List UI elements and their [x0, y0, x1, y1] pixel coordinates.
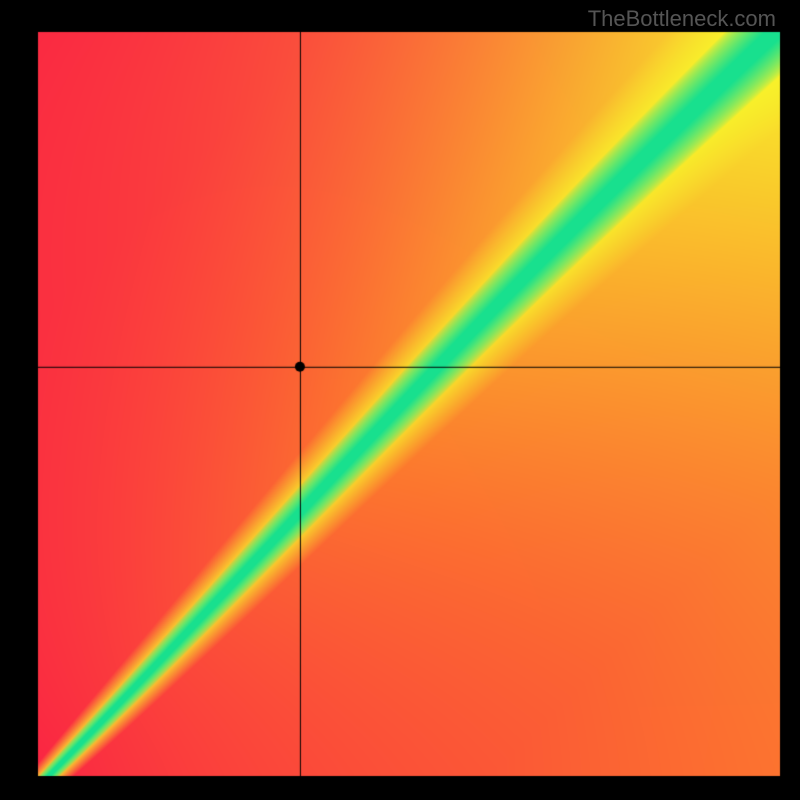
bottleneck-heatmap: [0, 0, 800, 800]
watermark-text: TheBottleneck.com: [588, 6, 776, 32]
chart-container: TheBottleneck.com: [0, 0, 800, 800]
